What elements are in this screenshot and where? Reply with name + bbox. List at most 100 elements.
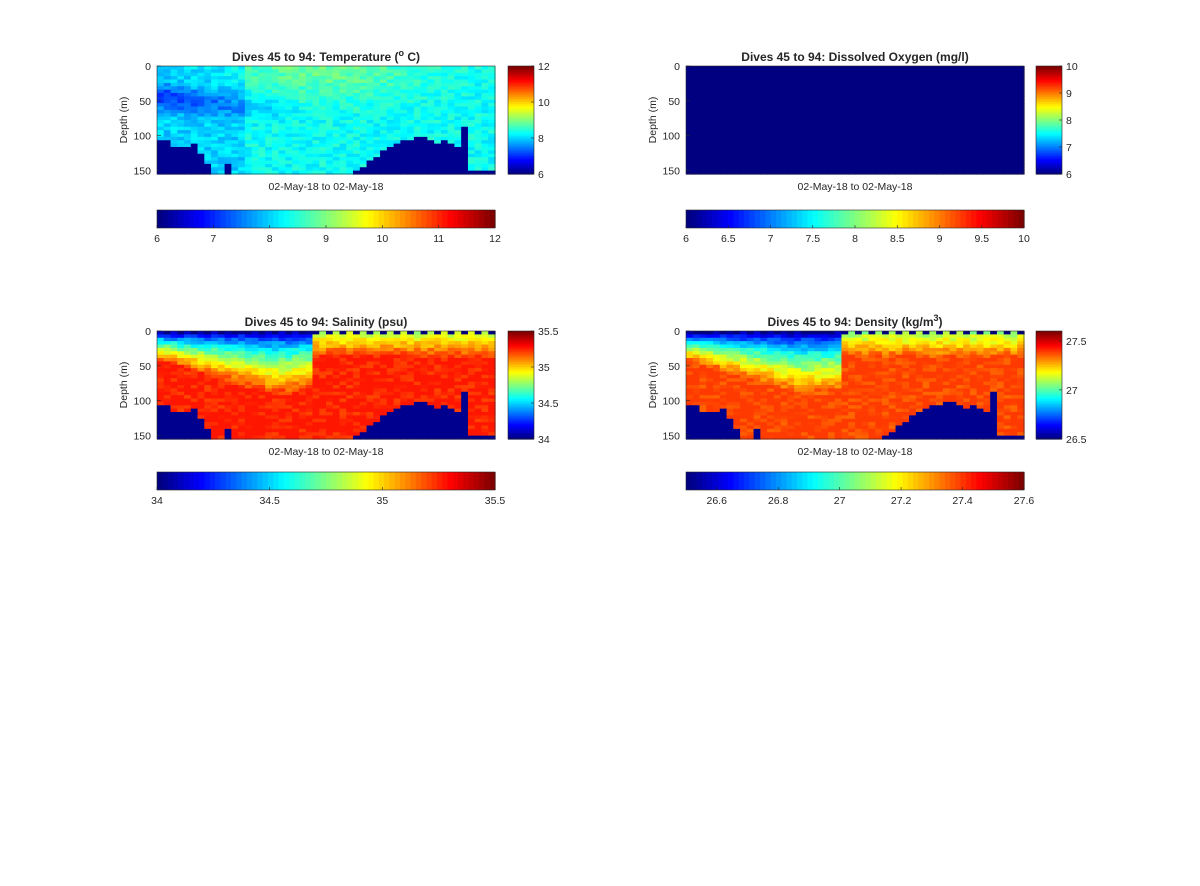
heatmap-cell: [909, 82, 917, 87]
heatmap-cell: [909, 69, 917, 74]
heatmap-cell: [258, 147, 266, 151]
heatmap-cell: [407, 341, 415, 346]
heatmap-cell: [326, 76, 334, 81]
heatmap-cell: [170, 337, 178, 342]
heatmap-cell: [983, 76, 991, 81]
heatmap-cell: [380, 109, 388, 114]
heatmap-cell: [359, 351, 368, 356]
heatmap-cell: [285, 418, 293, 423]
heatmap-cell: [346, 381, 354, 386]
colorbar-swatch: [1036, 172, 1062, 175]
heatmap-cell: [238, 103, 246, 108]
heatmap-cell: [251, 167, 259, 172]
heatmap-cell: [278, 82, 287, 87]
colorbar-swatch: [157, 210, 163, 228]
heatmap-cell: [427, 408, 435, 413]
heatmap-cell: [686, 130, 694, 135]
heatmap-cell: [983, 147, 991, 151]
heatmap-cell: [461, 143, 469, 148]
heatmap-cell: [204, 385, 212, 389]
heatmap-cell: [163, 160, 172, 165]
heatmap-cell: [292, 408, 300, 413]
heatmap-cell: [807, 113, 816, 118]
heatmap-cell: [413, 374, 422, 379]
heatmap-cell: [922, 150, 930, 155]
heatmap-cell: [699, 170, 707, 175]
heatmap-cell: [719, 133, 728, 138]
heatmap-cell: [190, 160, 199, 165]
heatmap-cell: [773, 167, 782, 172]
heatmap-cell: [312, 66, 320, 70]
heatmap-cell: [929, 126, 937, 131]
heatmap-cell: [332, 99, 341, 104]
heatmap-cell: [929, 106, 937, 111]
heatmap-cell: [163, 401, 172, 406]
heatmap-cell: [407, 170, 415, 175]
heatmap-cell: [393, 371, 401, 376]
heatmap-cell: [767, 76, 775, 81]
heatmap-cell: [157, 130, 165, 135]
heatmap-cell: [454, 66, 462, 70]
heatmap-cell: [400, 99, 408, 104]
heatmap-cell: [461, 334, 469, 339]
colorbar-swatch: [508, 106, 534, 109]
heatmap-cell: [454, 415, 462, 420]
heatmap-cell: [197, 76, 205, 81]
heatmap-cell: [217, 428, 226, 433]
heatmap-cell: [440, 405, 449, 410]
heatmap-cell: [393, 435, 401, 440]
heatmap-cell: [868, 157, 876, 162]
heatmap-cell: [271, 425, 280, 430]
heatmap-cell: [733, 96, 741, 101]
heatmap-cell: [726, 79, 734, 84]
heatmap-cell: [380, 391, 388, 396]
heatmap-cell: [474, 160, 483, 165]
heatmap-cell: [814, 86, 822, 91]
heatmap-cell: [861, 93, 870, 97]
heatmap-cell: [461, 163, 469, 168]
heatmap-cell: [238, 385, 246, 389]
heatmap-cell: [713, 150, 721, 155]
heatmap-cell: [461, 136, 469, 141]
heatmap-cell: [936, 143, 944, 148]
heatmap-cell: [346, 160, 354, 165]
heatmap-cell: [1010, 99, 1018, 104]
heatmap-cell: [184, 341, 192, 346]
colorbar-swatch: [458, 210, 464, 228]
heatmap-cell: [393, 347, 401, 352]
heatmap-cell: [1010, 157, 1018, 162]
heatmap-cell: [949, 170, 957, 175]
heatmap-cell: [366, 143, 374, 148]
heatmap-cell: [1010, 72, 1018, 77]
heatmap-cell: [366, 167, 374, 172]
heatmap-cell: [800, 109, 809, 114]
heatmap-cell: [807, 133, 816, 138]
heatmap-cell: [386, 361, 395, 366]
heatmap-cell: [292, 167, 300, 172]
heatmap-cell: [420, 126, 428, 131]
heatmap-cell: [915, 106, 924, 111]
heatmap-cell: [285, 170, 293, 175]
heatmap-cell: [706, 76, 714, 81]
heatmap-cell: [481, 160, 489, 165]
colorbar-swatch: [508, 123, 534, 126]
heatmap-cell: [1010, 109, 1018, 114]
heatmap-cell: [427, 422, 435, 427]
heatmap-cell: [855, 103, 863, 108]
heatmap-cell: [990, 66, 998, 70]
colorbar-swatch: [1036, 111, 1062, 114]
heatmap-cell: [312, 331, 320, 335]
heatmap-cell: [686, 136, 694, 141]
heatmap-cell: [848, 130, 856, 135]
heatmap-cell: [827, 66, 836, 70]
heatmap-cell: [875, 89, 883, 94]
heatmap-cell: [380, 425, 388, 430]
heatmap-cell: [251, 99, 259, 104]
heatmap-cell: [841, 123, 849, 128]
heatmap-cell: [440, 368, 449, 373]
heatmap-cell: [292, 157, 300, 162]
heatmap-cell: [915, 79, 924, 84]
heatmap-cell: [292, 140, 300, 145]
heatmap-cell: [800, 76, 809, 81]
heatmap-cell: [420, 153, 428, 158]
